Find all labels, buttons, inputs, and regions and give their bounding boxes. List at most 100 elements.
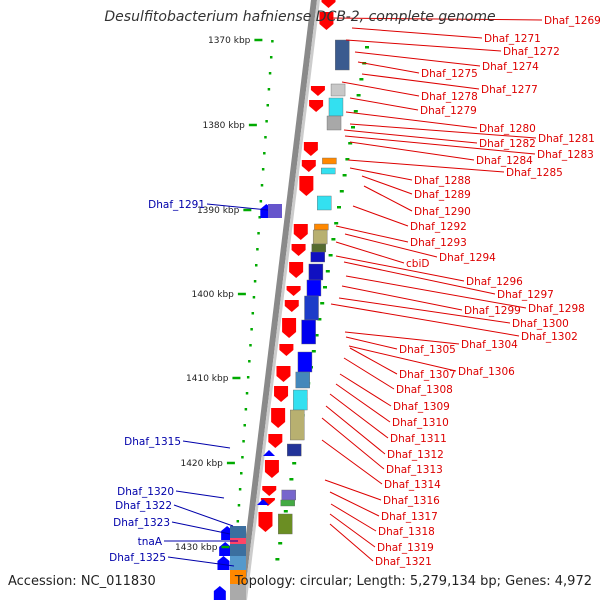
tick-mark [242, 440, 245, 443]
label-leader-line [167, 556, 235, 567]
gene-block [311, 243, 327, 253]
forward-gene-arrow [286, 286, 301, 296]
tick-mark [259, 200, 263, 203]
forward-gene-arrow [321, 0, 336, 8]
gene-block [281, 489, 296, 501]
gene-block [230, 556, 246, 570]
gene-label: Dhaf_1311 [390, 433, 447, 445]
gene-block [312, 229, 328, 245]
label-leader-line [329, 393, 389, 439]
label-leader-line [349, 97, 419, 111]
tick-mark [248, 360, 251, 363]
label-leader-line [175, 490, 225, 499]
gene-label: Dhaf_1271 [484, 33, 541, 45]
tick-mark [339, 190, 344, 193]
tick-mark [356, 94, 361, 97]
label-leader-line [347, 159, 505, 173]
gene-label: Dhaf_1297 [497, 289, 554, 301]
tick-mark [269, 56, 273, 59]
gene-label: Dhaf_1306 [458, 366, 515, 378]
tick-mark [241, 456, 244, 459]
label-leader-line [363, 185, 413, 212]
tick-mark [323, 286, 327, 289]
forward-gene-arrow [299, 176, 314, 196]
forward-gene-arrow [264, 460, 279, 478]
gene-block [317, 195, 332, 211]
tick-mark [337, 206, 341, 209]
gene-label: Dhaf_1310 [392, 417, 449, 429]
tick-mark [265, 120, 268, 123]
gene-label: Dhaf_1305 [399, 344, 456, 356]
tick-mark [283, 510, 288, 513]
tick-mark [260, 184, 264, 187]
scale-label: 1370 kbp [208, 36, 251, 46]
tick-mark [275, 558, 280, 561]
forward-gene-arrow [279, 344, 294, 356]
tick-mark [252, 296, 256, 299]
gene-label: Dhaf_1291 [148, 199, 205, 211]
gene-label: Dhaf_1283 [537, 149, 594, 161]
gene-block [287, 443, 302, 457]
genome-backbone [238, 0, 320, 600]
forward-gene-arrow [293, 224, 308, 240]
label-leader-line [354, 51, 481, 67]
gene-label: Dhaf_1298 [528, 303, 585, 315]
scale-label: 1390 kbp [197, 206, 240, 216]
tick-mark [263, 152, 266, 155]
forward-gene-arrow [301, 160, 316, 172]
gene-block [308, 263, 324, 281]
tick-mark [250, 328, 253, 331]
label-leader-line [343, 357, 395, 390]
tick-mark [353, 110, 358, 113]
tick-mark [237, 504, 241, 507]
label-leader-line [349, 347, 398, 375]
tick-mark [345, 158, 350, 161]
gene-label: Dhaf_1299 [464, 305, 521, 317]
tick-mark [238, 488, 242, 491]
tick-mark [278, 542, 283, 545]
gene-label: Dhaf_1282 [479, 138, 536, 150]
label-leader-line [329, 491, 380, 517]
gene-label: Dhaf_1275 [421, 68, 478, 80]
tick-mark [268, 72, 272, 75]
gene-label: Dhaf_1315 [124, 436, 181, 448]
scale-label: 1430 kbp [175, 543, 218, 553]
gene-block [293, 389, 308, 411]
tick-mark [256, 248, 259, 251]
tick-mark [311, 350, 316, 353]
gene-label: Dhaf_1288 [414, 175, 471, 187]
gene-label: Dhaf_1269 [544, 15, 600, 27]
tick-mark [292, 462, 297, 465]
tick-mark [246, 376, 250, 379]
gene-label: Dhaf_1317 [381, 511, 438, 523]
gene-label: Dhaf_1320 [117, 486, 174, 498]
gene-block [290, 409, 305, 441]
gene-label: Dhaf_1300 [512, 318, 569, 330]
label-leader-line [206, 203, 269, 211]
label-leader-line [338, 297, 511, 324]
gene-label: Dhaf_1279 [420, 105, 477, 117]
gene-block [322, 157, 337, 165]
forward-gene-arrow [289, 262, 304, 278]
label-leader-line [345, 336, 398, 350]
gene-block [230, 570, 246, 584]
label-leader-line [361, 175, 413, 195]
reverse-gene-arrow [257, 499, 269, 505]
label-leader-line [349, 141, 475, 161]
forward-gene-arrow [260, 498, 275, 506]
label-leader-line [348, 345, 457, 372]
gene-block [304, 295, 319, 321]
label-leader-line [361, 73, 480, 90]
label-leader-line [329, 523, 374, 562]
gene-label: tnaA [138, 536, 163, 548]
tick-mark [325, 270, 330, 273]
label-leader-line [357, 61, 420, 74]
label-leader-line [339, 373, 392, 407]
gene-label: Dhaf_1304 [461, 339, 518, 351]
tick-mark [240, 472, 243, 475]
gene-block [230, 584, 246, 600]
label-leader-line [335, 255, 465, 282]
label-leader-line [345, 39, 502, 52]
reverse-gene-arrow [219, 542, 232, 556]
reverse-gene-arrow [217, 556, 230, 570]
